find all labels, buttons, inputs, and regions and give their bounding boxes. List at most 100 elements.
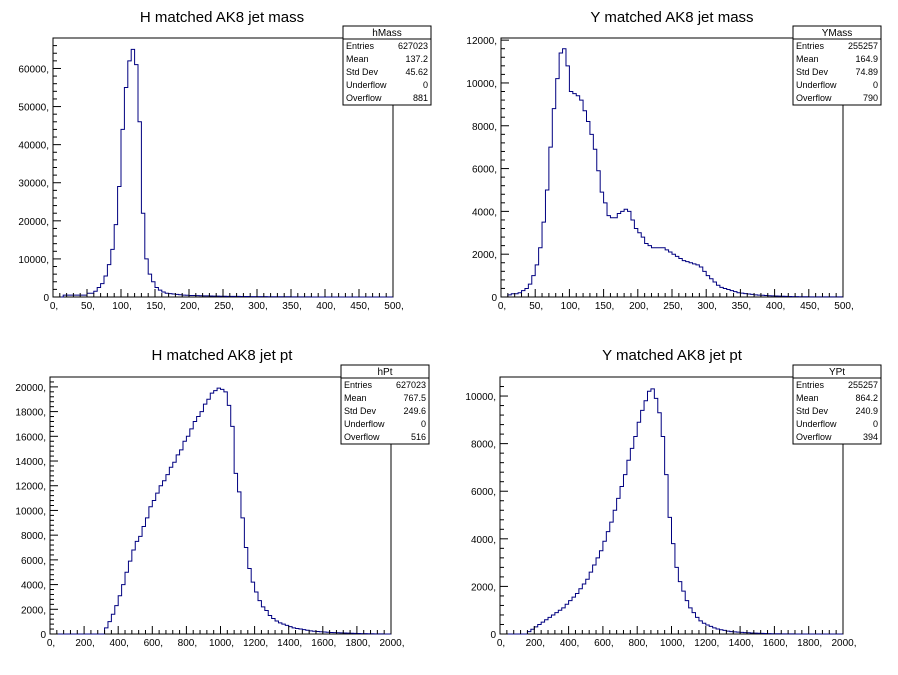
y-tick-label: 4000, — [472, 207, 497, 218]
y-axis: 0 2000, 4000, 6000, 8000, 10000, 12000, 14000, 1… — [15, 376, 58, 641]
histogram-bin — [534, 627, 537, 634]
histogram-bin — [689, 608, 692, 634]
histogram-bin — [600, 192, 603, 297]
histogram-bin — [302, 630, 305, 634]
histogram-bin — [610, 218, 613, 297]
x-tick-label: 200, — [75, 638, 94, 649]
y-tick-label: 50000, — [18, 103, 49, 114]
histogram-bin — [203, 404, 206, 634]
x-tick-label: 0, — [498, 301, 506, 312]
stats-label: Underflow — [344, 419, 385, 429]
histogram-bin — [702, 623, 705, 634]
histogram-bin — [685, 601, 688, 634]
histogram-bin — [573, 94, 576, 297]
chart-title: H matched AK8 jet pt — [152, 347, 294, 364]
histogram-bin — [727, 290, 730, 297]
y-tick-label: 18000, — [15, 408, 46, 419]
histogram-bin — [556, 79, 559, 297]
y-tick-label: 10000, — [18, 255, 49, 266]
x-tick-label: 200, — [629, 301, 648, 312]
histogram-bin — [272, 619, 275, 634]
histogram-bin — [217, 388, 220, 634]
histogram-bin — [579, 589, 582, 634]
histogram-bin — [559, 53, 562, 297]
histogram-bin — [641, 237, 644, 297]
histogram-bin — [539, 248, 542, 297]
stats-label: Mean — [796, 54, 819, 64]
histogram-bin — [575, 594, 578, 634]
histogram-bin — [682, 261, 685, 297]
histogram-bin — [668, 517, 671, 634]
y-tick-label: 10000, — [15, 506, 46, 517]
histogram-bin — [548, 617, 551, 634]
histogram-bin — [255, 592, 258, 634]
histogram-bin — [590, 134, 593, 297]
histogram-bin — [169, 294, 172, 297]
x-tick-label: 450, — [350, 301, 369, 312]
histogram-bin — [278, 623, 281, 634]
histogram-bin — [710, 279, 713, 297]
stats-value: 394 — [863, 432, 878, 442]
x-tick-label: 0, — [497, 638, 505, 649]
x-tick-label: 500, — [834, 301, 853, 312]
stats-label: Overflow — [344, 432, 380, 442]
y-tick-label: 60000, — [18, 64, 49, 75]
histogram-bin — [623, 475, 626, 634]
y-tick-label: 2000, — [471, 582, 496, 593]
histogram-bin — [651, 389, 654, 634]
x-tick-label: 350, — [282, 301, 301, 312]
x-tick-label: 200, — [526, 638, 545, 649]
plot-frame — [499, 376, 844, 635]
x-tick-label: 400, — [109, 638, 128, 649]
histogram-bin — [531, 629, 534, 634]
stats-value: 881 — [413, 93, 428, 103]
histogram-bin — [744, 294, 747, 297]
stats-value: 255257 — [848, 380, 878, 390]
histogram-bin — [141, 213, 144, 297]
x-tick-label: 1400, — [277, 638, 302, 649]
stats-box-name: YMass — [822, 28, 853, 39]
histogram-bin — [669, 252, 672, 297]
histogram-bin — [624, 209, 627, 297]
histogram-bin — [156, 493, 159, 634]
histogram-bin — [734, 292, 737, 297]
x-tick-label: 1200, — [694, 638, 719, 649]
histogram-bin — [675, 256, 678, 297]
histogram-bin — [101, 284, 104, 297]
histogram-bin — [644, 401, 647, 634]
stats-value: 137.2 — [405, 54, 428, 64]
x-tick-label: 150, — [595, 301, 614, 312]
y-tick-label: 8000, — [21, 531, 46, 542]
histogram-bin — [551, 615, 554, 634]
histogram-bin — [528, 284, 531, 297]
y-tick-label: 6000, — [472, 165, 497, 176]
stats-label: Overflow — [796, 432, 832, 442]
histogram-bin — [661, 436, 664, 634]
plot-frame — [52, 37, 394, 298]
histogram-bin — [180, 450, 183, 634]
histogram-bin — [699, 267, 702, 297]
histogram-series — [500, 388, 843, 635]
stats-box-name: hMass — [372, 28, 401, 39]
histogram-bin — [532, 276, 535, 297]
histogram-bin — [542, 222, 545, 297]
histogram-bin — [105, 628, 108, 634]
x-tick-label: 100, — [561, 301, 580, 312]
histogram-bin — [696, 265, 699, 297]
histogram-bin — [248, 569, 251, 634]
y-tick-label: 12000, — [466, 36, 497, 47]
histogram-panel-1: H matched AK8 jet mass 0, 50, 100, 150, 200, 2… — [18, 9, 432, 312]
y-tick-label: 0 — [491, 293, 497, 304]
histogram-bin — [641, 410, 644, 634]
histogram-bin — [221, 389, 224, 634]
histogram-bin — [238, 492, 241, 634]
histogram-bin — [145, 518, 148, 634]
stats-value: 627023 — [396, 380, 426, 390]
y-tick-label: 6000, — [21, 556, 46, 567]
histogram-bin — [545, 190, 548, 297]
histogram-bin — [97, 287, 100, 297]
histogram-bin — [261, 607, 264, 634]
stats-box-name: YPt — [829, 367, 845, 378]
histogram-bin — [118, 187, 121, 297]
histogram-bin — [306, 630, 309, 634]
